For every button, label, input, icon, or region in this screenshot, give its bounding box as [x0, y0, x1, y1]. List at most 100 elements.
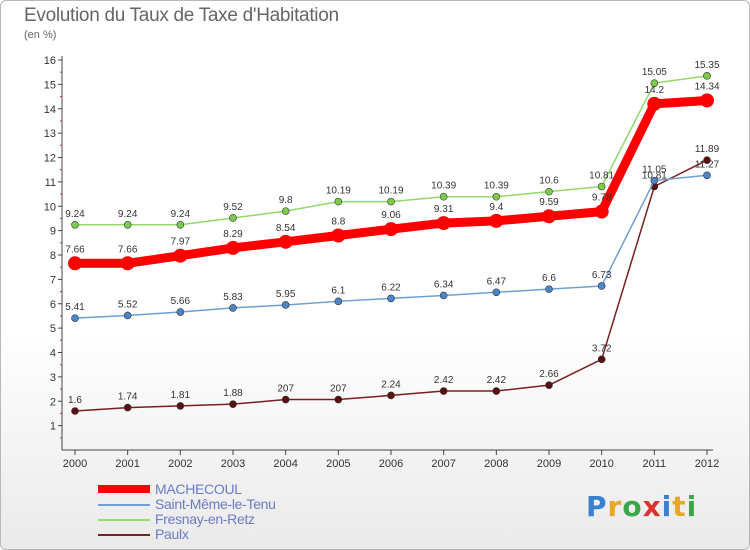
data-point — [387, 197, 395, 206]
data-label: 6.73 — [592, 270, 612, 281]
data-label: 15.35 — [694, 60, 719, 71]
data-label: 2.42 — [434, 375, 454, 386]
legend-swatch — [98, 519, 150, 521]
data-point — [439, 192, 448, 201]
data-label: 9.52 — [223, 202, 243, 213]
data-label: 8.8 — [331, 217, 345, 228]
x-tick-label: 2010 — [589, 458, 613, 470]
x-tick-label: 2007 — [431, 458, 455, 470]
y-tick-label: 8 — [50, 250, 56, 262]
data-point — [492, 387, 501, 395]
data-point — [703, 72, 711, 80]
data-label: 10.81 — [589, 171, 614, 182]
data-point — [439, 387, 448, 395]
data-point — [123, 403, 132, 412]
x-tick-label: 2000 — [63, 458, 87, 470]
data-label: 6.1 — [331, 285, 345, 296]
x-tick-label: 2001 — [115, 458, 139, 470]
data-label: 8.29 — [223, 229, 243, 240]
logo-letter: o — [622, 490, 643, 523]
x-tick-label: 2003 — [221, 458, 245, 470]
x-tick-label: 2006 — [379, 458, 403, 470]
legend-label: MACHECOUL — [155, 481, 242, 497]
data-label: 5.52 — [118, 299, 138, 310]
data-label: 11.05 — [642, 165, 667, 176]
data-point — [492, 288, 501, 297]
data-label: 2.24 — [381, 379, 401, 390]
data-point — [489, 213, 504, 228]
data-point — [120, 256, 135, 271]
data-point — [436, 216, 451, 231]
logo-letter: r — [607, 490, 623, 523]
data-point — [71, 314, 79, 322]
data-label: 7.97 — [171, 237, 191, 248]
data-point — [542, 209, 556, 224]
data-point — [176, 220, 185, 229]
data-label: 9.78 — [592, 193, 612, 204]
data-label: 9.24 — [118, 209, 138, 220]
data-point — [700, 93, 714, 108]
data-point — [123, 311, 132, 320]
legend-label: Paulx — [155, 526, 189, 542]
legend-item: Fresnay-en-Retz — [98, 511, 358, 528]
data-label: 7.66 — [118, 244, 138, 255]
data-point — [597, 182, 606, 191]
data-label: 11.89 — [695, 144, 720, 155]
legend-swatch — [98, 504, 150, 506]
y-tick-label: 7 — [50, 274, 56, 286]
x-tick-label: 2004 — [273, 458, 297, 470]
legend-label: Saint-Même-le-Tenu — [155, 496, 276, 512]
data-point — [545, 285, 553, 293]
logo-letter: P — [586, 490, 608, 523]
legend-item: MACHECOUL — [98, 481, 358, 498]
data-label: 9.8 — [279, 195, 293, 206]
data-label: 6.6 — [542, 273, 556, 284]
data-label: 9.59 — [539, 197, 559, 208]
data-point — [123, 220, 132, 229]
data-point — [439, 291, 448, 300]
data-point — [281, 207, 290, 215]
data-label: 5.95 — [276, 289, 296, 300]
y-tick-label: 14 — [44, 104, 56, 116]
data-point — [68, 256, 82, 271]
y-tick-label: 12 — [44, 153, 56, 165]
data-label: 10.19 — [326, 186, 351, 197]
data-label: 9.24 — [65, 209, 85, 220]
data-point — [331, 228, 346, 243]
data-label: 14.2 — [645, 85, 665, 96]
data-label: 1.88 — [223, 388, 243, 399]
data-point — [597, 282, 606, 290]
data-label: 10.39 — [484, 181, 509, 192]
data-label: 5.41 — [65, 302, 85, 313]
data-point — [229, 400, 237, 408]
data-point — [703, 171, 711, 180]
data-label: 6.22 — [381, 282, 401, 293]
chart-title: Evolution du Taux de Taxe d'Habitation — [24, 5, 339, 26]
x-tick-label: 2012 — [695, 458, 719, 470]
data-point — [650, 79, 659, 87]
data-label: 6.34 — [434, 279, 454, 290]
y-tick-label: 13 — [44, 128, 56, 140]
data-label: 9.4 — [489, 202, 503, 213]
legend-item: Paulx — [98, 526, 358, 543]
data-point — [387, 391, 395, 400]
data-label: 10.19 — [378, 186, 403, 197]
data-point — [650, 176, 659, 185]
data-label: 9.31 — [434, 204, 454, 215]
y-tick-label: 4 — [50, 348, 56, 360]
y-tick-label: 1 — [50, 421, 56, 433]
data-label: 15.05 — [642, 67, 667, 78]
data-point — [334, 197, 343, 206]
y-tick-label: 5 — [50, 323, 56, 335]
data-label: 10.81 — [642, 171, 667, 182]
data-label: 2.42 — [487, 375, 507, 386]
data-point — [334, 297, 343, 306]
y-tick-label: 3 — [50, 372, 56, 384]
legend-swatch — [98, 534, 150, 536]
legend-item: Saint-Même-le-Tenu — [98, 496, 358, 513]
data-point — [492, 192, 501, 201]
x-tick-label: 2009 — [537, 458, 561, 470]
data-point — [71, 407, 79, 415]
